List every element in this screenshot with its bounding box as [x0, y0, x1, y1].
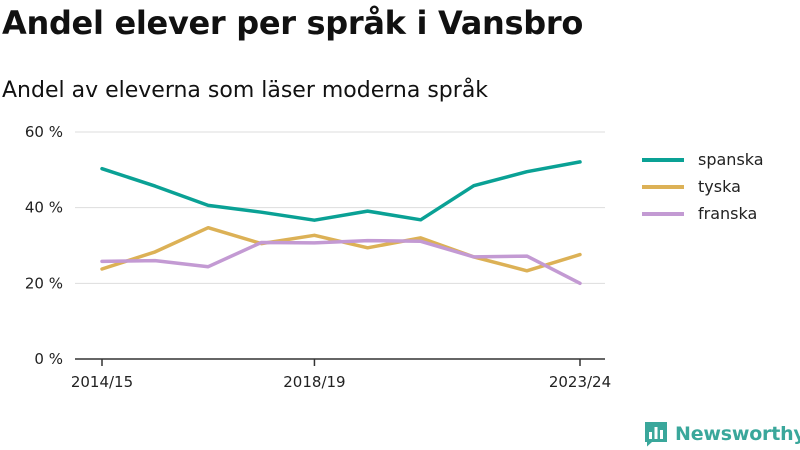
series-lines: [100, 160, 582, 286]
series-line-spanska: [100, 160, 582, 222]
legend-label-franska: franska: [698, 204, 757, 223]
x-tick-label: 2018/19: [283, 373, 345, 391]
chart-title: Andel elever per språk i Vansbro: [2, 4, 584, 42]
y-tick-label: 40 %: [25, 199, 63, 217]
legend-label-spanska: spanska: [698, 150, 764, 169]
legend: spanska tyska franska: [642, 150, 764, 223]
series-line-franska: [100, 238, 582, 286]
newsworthy-logo-text: Newsworthy: [675, 423, 800, 445]
axes: 0 % 20 % 40 % 60 % 2014/15 2018/19 2023/24: [25, 123, 611, 391]
line-chart: 0 % 20 % 40 % 60 % 2014/15 2018/19 2023/24 spa…: [25, 123, 764, 391]
chart-subtitle: Andel av eleverna som läser moderna språ…: [2, 78, 489, 103]
y-tick-label: 60 %: [25, 123, 63, 141]
x-tick-label: 2014/15: [71, 373, 133, 391]
newsworthy-logo: Newsworthy: [644, 420, 800, 448]
legend-label-tyska: tyska: [698, 177, 741, 196]
x-tick-label: 2023/24: [549, 373, 611, 391]
y-tick-label: 20 %: [25, 274, 63, 292]
gridlines: [75, 131, 605, 284]
newsworthy-logo-icon: [645, 422, 667, 447]
y-tick-label: 0 %: [34, 350, 63, 368]
